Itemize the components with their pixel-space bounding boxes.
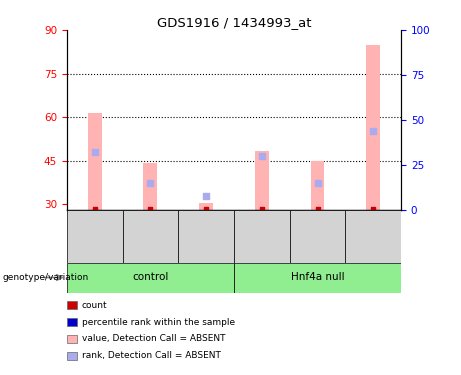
Bar xyxy=(345,210,401,262)
Text: percentile rank within the sample: percentile rank within the sample xyxy=(82,318,235,327)
Text: value, Detection Call = ABSENT: value, Detection Call = ABSENT xyxy=(82,334,225,344)
Point xyxy=(91,149,98,155)
Bar xyxy=(290,210,345,262)
Bar xyxy=(199,203,213,210)
Point xyxy=(202,206,210,212)
Point xyxy=(147,206,154,212)
Point xyxy=(314,180,321,186)
Point xyxy=(314,206,321,212)
Text: genotype/variation: genotype/variation xyxy=(2,273,89,282)
Bar xyxy=(311,161,325,210)
Text: rank, Detection Call = ABSENT: rank, Detection Call = ABSENT xyxy=(82,351,220,360)
Point xyxy=(370,206,377,212)
Text: control: control xyxy=(132,273,169,282)
Bar xyxy=(255,152,269,210)
Text: count: count xyxy=(82,301,107,310)
Point xyxy=(258,206,266,212)
Bar xyxy=(67,210,123,262)
Point xyxy=(147,180,154,186)
Bar xyxy=(234,210,290,262)
Text: Hnf4a null: Hnf4a null xyxy=(291,273,344,282)
Bar xyxy=(178,210,234,262)
Bar xyxy=(123,210,178,262)
Bar xyxy=(366,45,380,210)
Point xyxy=(258,153,266,159)
Bar xyxy=(67,262,234,292)
Point xyxy=(202,193,210,199)
Point xyxy=(91,206,98,212)
Title: GDS1916 / 1434993_at: GDS1916 / 1434993_at xyxy=(157,16,311,29)
Bar xyxy=(234,262,401,292)
Bar xyxy=(143,163,157,210)
Bar xyxy=(88,113,102,210)
Point xyxy=(370,128,377,134)
